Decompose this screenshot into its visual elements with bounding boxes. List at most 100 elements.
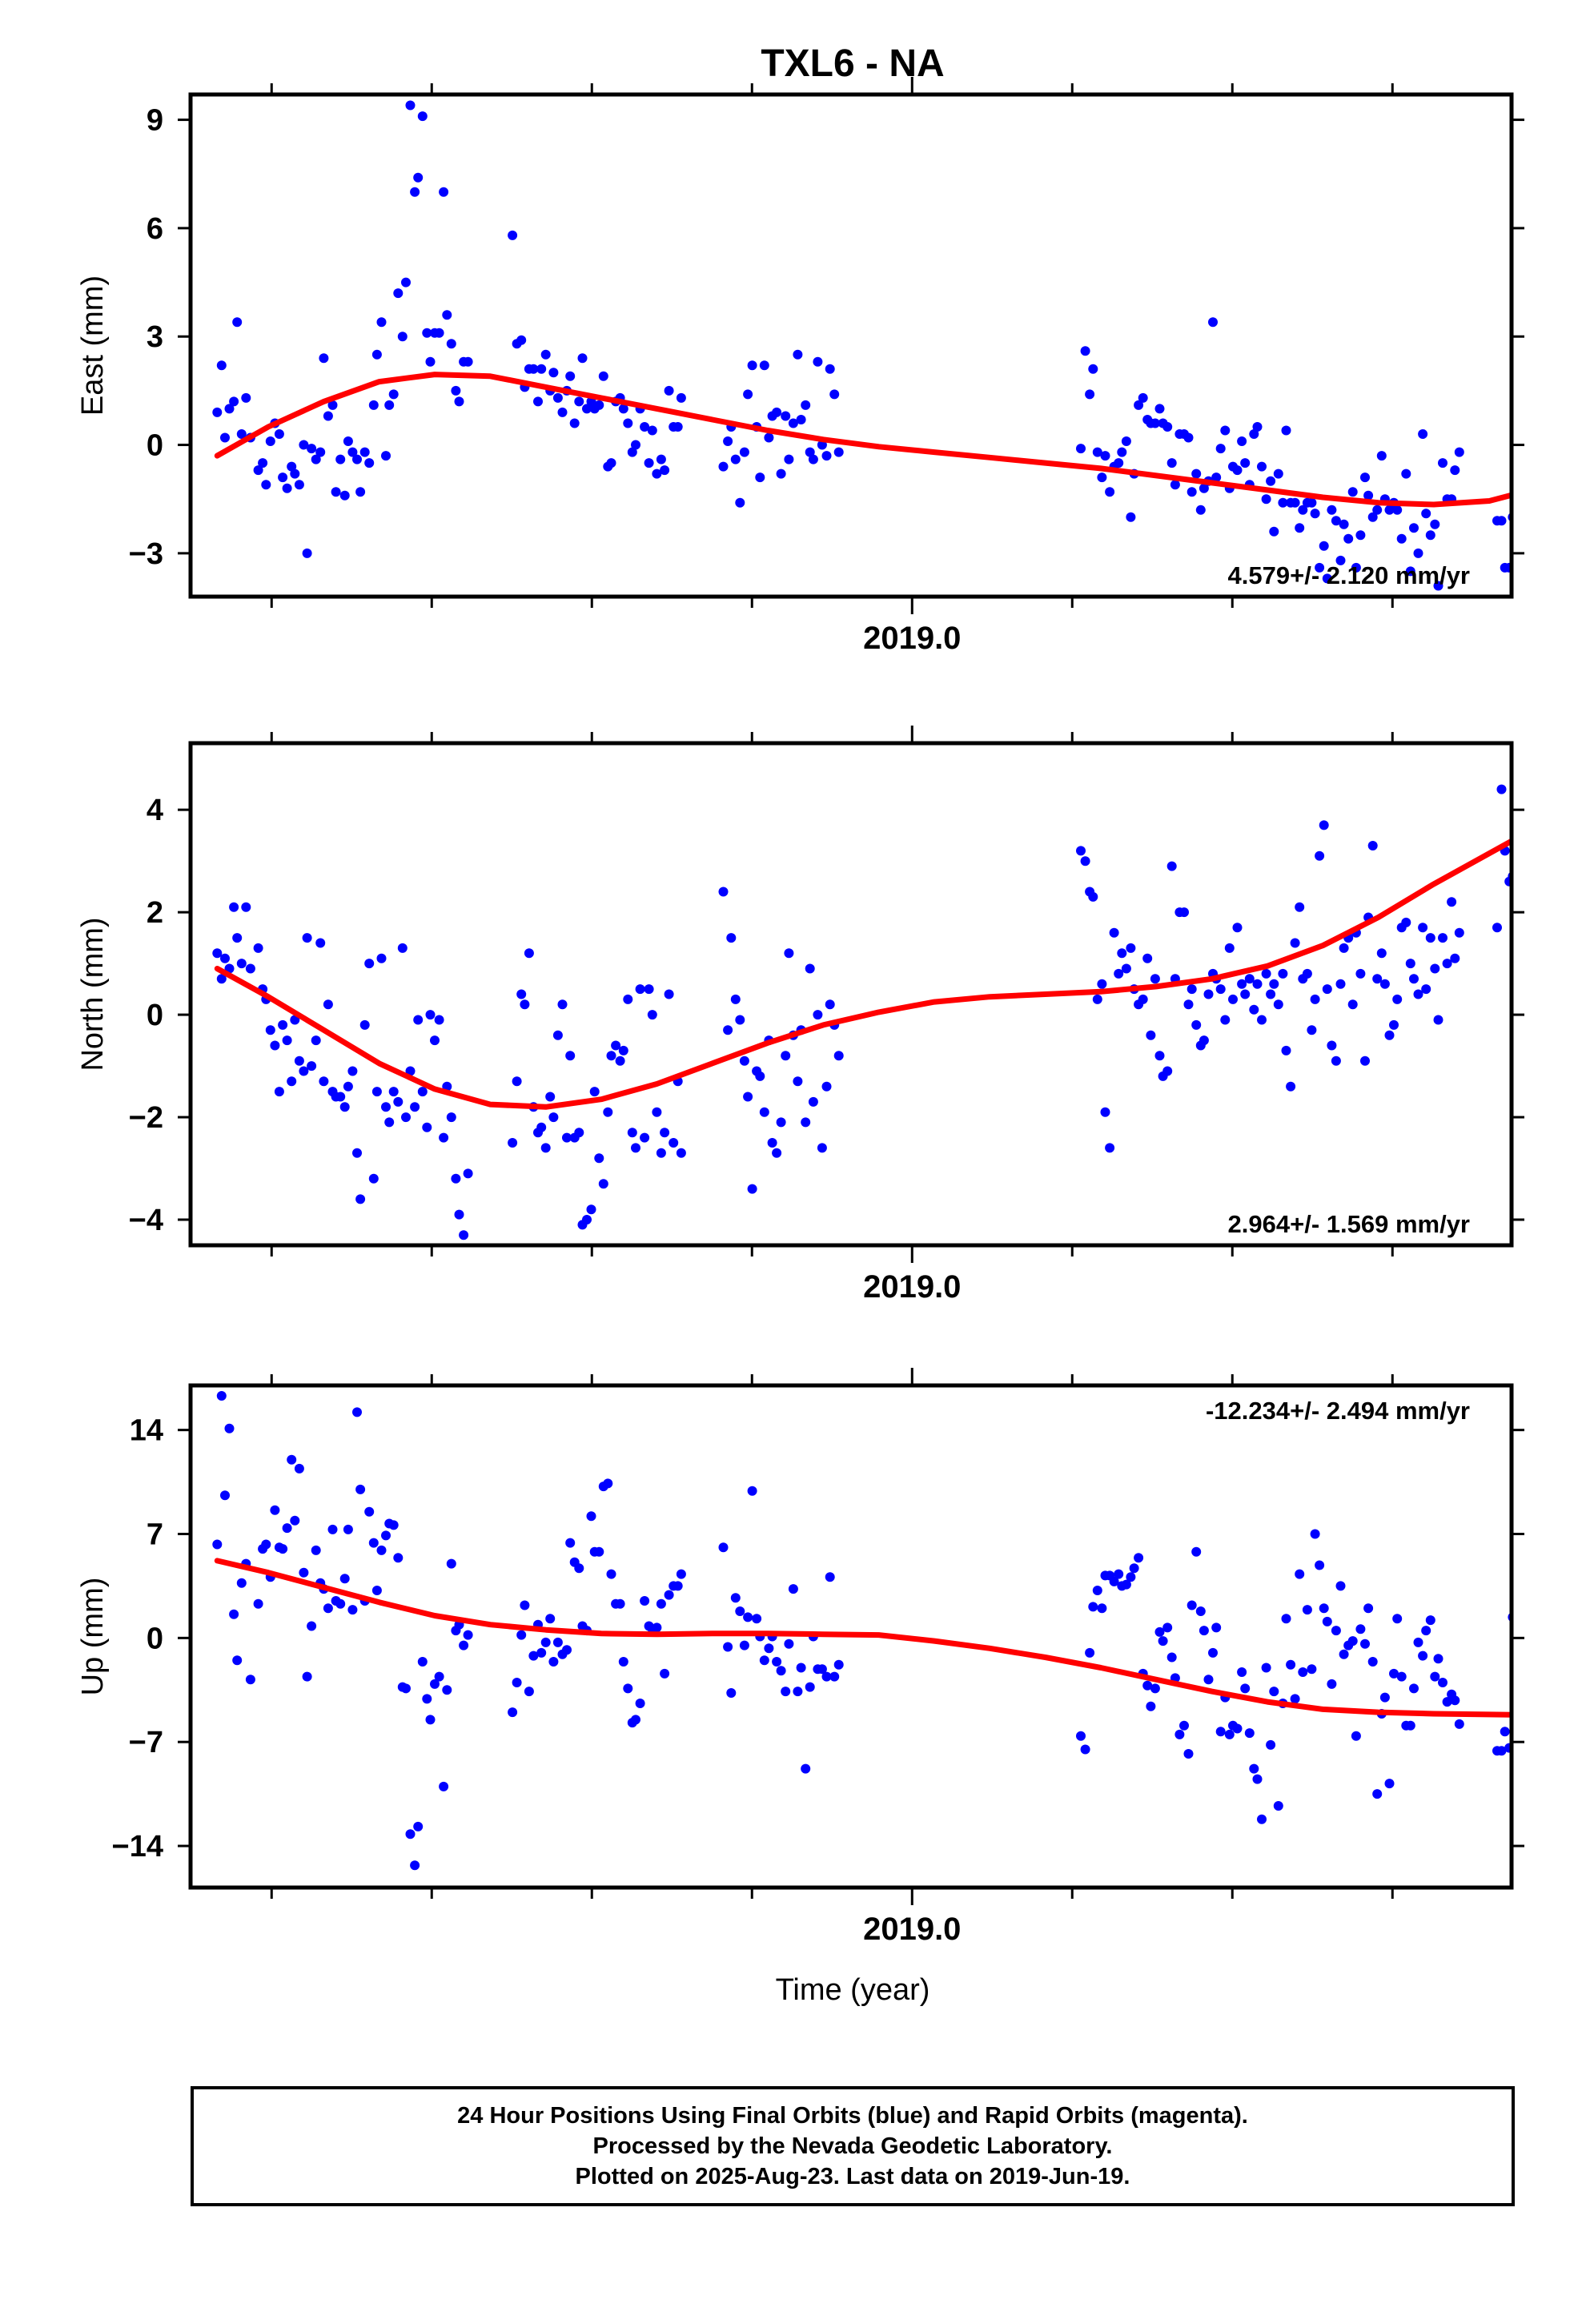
data-point: [368, 1538, 379, 1548]
data-point: [1117, 948, 1127, 959]
data-point: [1121, 436, 1131, 446]
data-point: [1319, 1603, 1329, 1614]
data-point: [603, 1478, 613, 1489]
data-point: [1109, 1576, 1119, 1586]
data-point: [1500, 1727, 1510, 1737]
data-point: [1447, 897, 1457, 907]
data-point: [347, 447, 358, 457]
data-point: [417, 111, 428, 122]
data-point: [557, 999, 568, 1010]
data-point: [339, 1574, 350, 1584]
y-tick-label: −3: [129, 537, 163, 571]
data-point: [261, 480, 271, 490]
data-point: [1376, 948, 1387, 959]
data-point: [1548, 1678, 1557, 1687]
data-point: [1224, 943, 1235, 953]
data-point: [1298, 1667, 1308, 1677]
data-point: [290, 468, 300, 479]
data-points-east: [212, 100, 1545, 591]
data-point: [1520, 422, 1530, 432]
data-point: [781, 1051, 791, 1061]
data-point: [1512, 836, 1522, 846]
data-point: [1384, 1030, 1395, 1040]
data-point: [676, 392, 686, 403]
data-point: [1425, 530, 1435, 541]
data-point: [536, 1122, 547, 1132]
data-point: [784, 1638, 794, 1649]
data-point: [1162, 422, 1173, 432]
data-point: [430, 1035, 440, 1046]
data-point: [1556, 826, 1565, 835]
data-point: [1249, 1004, 1259, 1015]
data-point: [805, 1682, 815, 1692]
data-point: [381, 451, 391, 461]
data-point: [1442, 959, 1452, 969]
data-point: [1544, 800, 1553, 810]
data-point: [1438, 933, 1447, 943]
data-point: [1454, 927, 1464, 938]
data-point: [299, 1066, 309, 1076]
data-point: [520, 1600, 530, 1610]
data-point: [1183, 1749, 1194, 1759]
data-point: [1092, 447, 1102, 457]
data-point: [805, 447, 815, 457]
data-point: [1363, 1603, 1374, 1614]
data-point: [1244, 1728, 1255, 1739]
data-point: [1286, 1659, 1296, 1670]
data-point: [1162, 1066, 1173, 1076]
data-point: [606, 1051, 616, 1061]
data-point: [1392, 1614, 1403, 1624]
data-point: [1335, 979, 1346, 989]
y-axis-label: East (mm): [76, 275, 110, 416]
data-point: [1360, 472, 1370, 483]
data-point: [1339, 943, 1349, 953]
data-point: [1092, 994, 1102, 1004]
data-point: [1162, 1622, 1173, 1633]
data-point: [245, 1675, 255, 1685]
data-point: [1100, 451, 1110, 461]
data-point: [552, 1030, 563, 1040]
data-point: [1097, 1603, 1107, 1614]
data-point: [569, 418, 580, 428]
y-tick-label: 14: [130, 1414, 163, 1448]
data-point: [1295, 523, 1305, 533]
data-point: [730, 454, 741, 464]
data-point: [323, 1603, 333, 1614]
data-point: [1536, 509, 1545, 518]
data-point: [274, 1087, 284, 1097]
data-point: [1076, 444, 1086, 454]
data-point: [528, 1651, 539, 1661]
data-point: [315, 447, 326, 457]
data-point: [212, 948, 223, 959]
plot-frame: [188, 741, 1514, 1248]
data-point: [339, 1102, 350, 1112]
data-point: [1146, 1030, 1156, 1040]
data-point: [1351, 1731, 1361, 1741]
data-point: [1524, 785, 1534, 794]
data-point: [594, 1153, 604, 1164]
data-point: [1430, 519, 1440, 529]
data-point: [1261, 494, 1271, 505]
data-point: [1195, 1606, 1206, 1616]
y-tick-label: 9: [147, 104, 163, 138]
data-point: [1367, 512, 1378, 522]
data-point: [548, 1112, 559, 1123]
data-point: [393, 288, 404, 299]
data-point: [1088, 1602, 1098, 1612]
data-point: [673, 1581, 683, 1591]
data-point: [1376, 451, 1387, 461]
data-point: [307, 1061, 317, 1072]
data-point: [618, 404, 628, 414]
data-point: [1249, 1763, 1259, 1774]
data-point: [1339, 1649, 1349, 1659]
data-point: [216, 974, 227, 984]
data-point: [220, 953, 230, 963]
panel-north: 4 2 0 −2 −4 2019.0 North (mm) 2.964+/- 1.569 mm…: [76, 726, 1565, 1305]
data-point: [565, 1051, 576, 1061]
data-point: [355, 487, 366, 497]
data-point: [726, 933, 737, 943]
data-point: [1237, 1667, 1247, 1677]
chart-title: TXL6 - NA: [761, 42, 944, 85]
data-point: [224, 404, 235, 414]
data-point: [1327, 1679, 1337, 1689]
